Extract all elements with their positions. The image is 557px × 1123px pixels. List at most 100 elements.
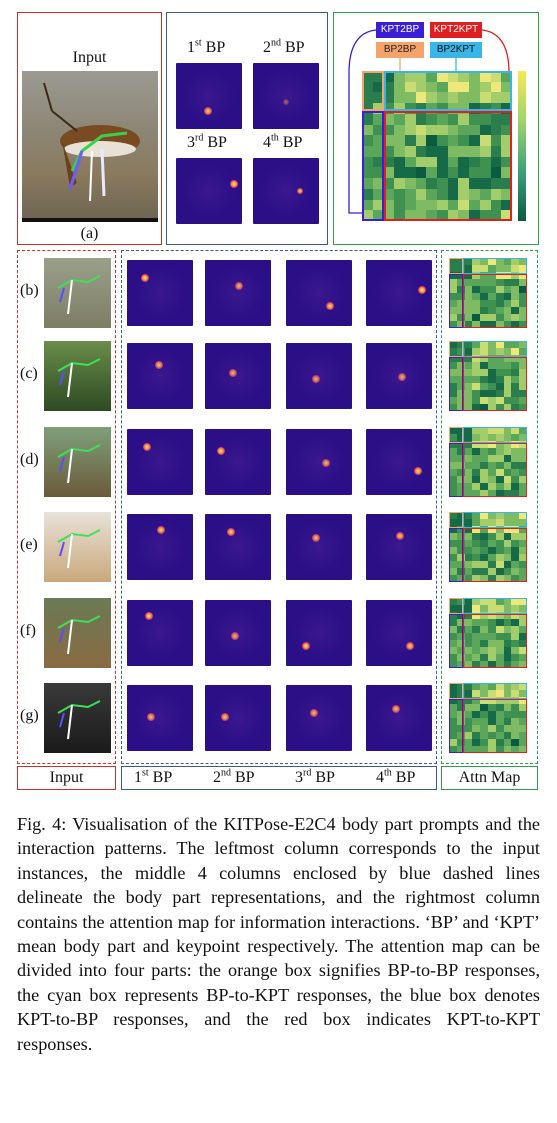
attn-cell	[488, 647, 496, 654]
attn-cell	[503, 293, 512, 300]
heatmap-hotspot	[310, 709, 318, 717]
attn-cell	[519, 647, 527, 654]
attn-cell	[511, 605, 520, 612]
attn-cell	[472, 369, 481, 376]
bp-heatmap	[366, 600, 432, 666]
attn-cell	[511, 640, 520, 647]
bp-header-2: 2nd BP	[263, 37, 305, 56]
attn-cell	[456, 746, 465, 753]
attn-cell	[501, 210, 512, 221]
bp-heatmap	[205, 429, 271, 495]
attn-cell	[372, 167, 384, 179]
attn-cell	[488, 390, 496, 397]
heatmap-hotspot	[392, 705, 400, 713]
attn-cell	[464, 427, 473, 434]
attn-cell	[511, 725, 520, 732]
attn-cell	[449, 341, 457, 348]
attn-cell	[479, 103, 491, 114]
attn-cell	[464, 568, 473, 575]
footer-bp-1: 1st BP	[134, 767, 173, 786]
attn-cell	[488, 307, 496, 314]
attn-cell	[447, 113, 459, 125]
attn-cell	[404, 188, 416, 200]
attn-cell	[495, 598, 504, 605]
attn-cell	[511, 300, 520, 307]
attn-cell	[472, 711, 481, 718]
attn-cell	[449, 711, 457, 718]
attn-cell	[519, 341, 527, 348]
attn-cell	[415, 92, 427, 104]
attn-cell	[488, 355, 496, 362]
attn-cell	[437, 188, 448, 200]
attn-cell	[503, 348, 512, 355]
attn-cell	[511, 568, 520, 575]
attn-cell	[480, 469, 488, 476]
attn-cell	[519, 683, 527, 690]
attn-cell	[519, 427, 527, 434]
attn-cell	[449, 434, 457, 441]
attn-cell	[519, 441, 527, 448]
bp-header-4: 4th BP	[263, 132, 303, 151]
attn-cell	[372, 71, 384, 82]
attn-cell	[469, 81, 480, 93]
attn-cell	[488, 483, 496, 490]
attn-cell	[495, 654, 504, 661]
attn-cell	[479, 71, 491, 82]
attn-cell	[383, 81, 395, 93]
attn-cell	[503, 441, 512, 448]
attn-cell	[458, 146, 470, 157]
attn-cell	[519, 383, 527, 390]
attn-cell	[464, 554, 473, 561]
attn-cell	[464, 605, 473, 612]
instance-photo	[44, 512, 111, 582]
attn-cell	[447, 146, 459, 157]
attn-cell	[490, 81, 502, 93]
attn-cell	[426, 135, 437, 146]
heatmap-hotspot	[398, 373, 406, 381]
attn-cell	[464, 383, 473, 390]
row-label: (f)	[20, 622, 36, 639]
attn-cell	[426, 178, 437, 189]
attn-cell	[362, 178, 373, 189]
attn-cell	[511, 633, 520, 640]
attn-cell	[449, 746, 457, 753]
attn-cell	[458, 113, 470, 125]
bp-heatmap	[366, 514, 432, 580]
attn-cell	[469, 167, 480, 179]
bp-heatmap	[366, 260, 432, 326]
attn-cell	[464, 519, 473, 526]
attn-cell	[480, 697, 488, 704]
row-attn-matrix	[449, 427, 527, 497]
attn-cell	[519, 258, 527, 265]
attn-cell	[490, 71, 502, 82]
attn-cell	[488, 314, 496, 321]
attn-cell	[503, 427, 512, 434]
attn-cell	[447, 167, 459, 179]
attn-cell	[490, 156, 502, 168]
attn-cell	[464, 725, 473, 732]
attn-cell	[464, 533, 473, 540]
attn-cell	[519, 704, 527, 711]
attn-cell	[472, 376, 481, 383]
attn-cell	[519, 711, 527, 718]
attn-cell	[464, 258, 473, 265]
attn-cell	[503, 476, 512, 483]
attn-cell	[488, 293, 496, 300]
attn-cell	[449, 321, 457, 328]
attn-cell	[495, 540, 504, 547]
attn-cell	[469, 124, 480, 136]
attn-cell	[519, 455, 527, 462]
attn-cell	[503, 633, 512, 640]
attn-cell	[383, 124, 395, 136]
attn-cell	[469, 156, 480, 168]
attn-cell	[488, 540, 496, 547]
heatmap-hotspot	[312, 534, 320, 542]
bp-heatmap	[205, 514, 271, 580]
attn-cell	[464, 612, 473, 619]
attn-cell	[449, 448, 457, 455]
attn-cell	[449, 605, 457, 612]
bp-heatmap	[286, 260, 352, 326]
attn-cell	[456, 404, 465, 411]
attn-cell	[449, 490, 457, 497]
attn-cell	[464, 483, 473, 490]
